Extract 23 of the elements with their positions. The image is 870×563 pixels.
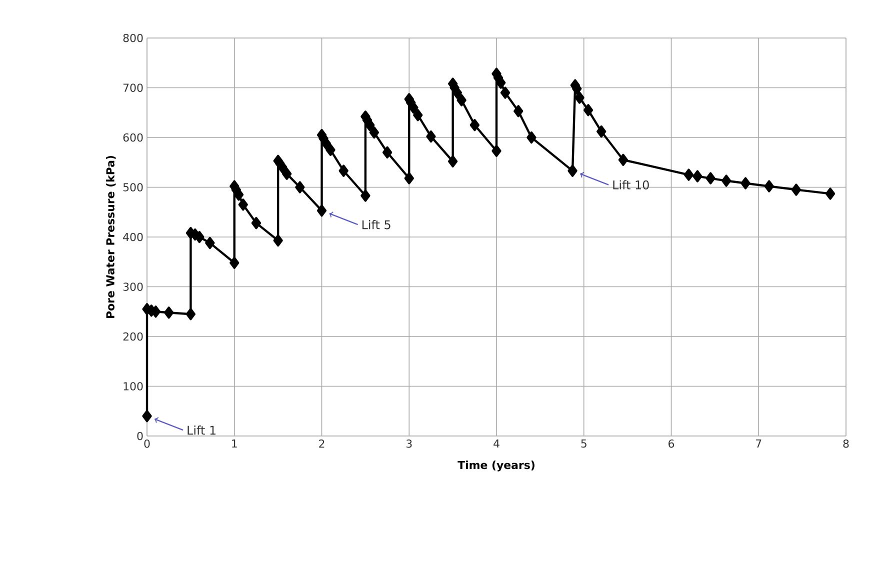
y-tick-label: 200 [123, 332, 143, 341]
x-tick-label: 5 [581, 440, 586, 448]
y-tick-label: 400 [123, 232, 143, 242]
y-tick-label: 300 [123, 282, 143, 291]
y-tick-label: 700 [123, 84, 143, 92]
y-tick-label: 500 [123, 183, 143, 192]
y-tick-label: 800 [123, 34, 143, 42]
x-tick-label: 3 [406, 440, 412, 448]
x-tick-label: 6 [668, 440, 674, 448]
x-tick-label: 8 [843, 440, 849, 448]
x-axis-title: Time (years) [458, 460, 534, 472]
y-tick-label: 0 [137, 432, 143, 440]
annotation: Lift 5 [362, 220, 390, 230]
x-tick-label: 0 [144, 440, 150, 448]
y-axis-title: Pore Water Pressure (kPa) [106, 156, 116, 318]
x-tick-label: 7 [756, 440, 762, 448]
x-tick-label: 2 [319, 440, 324, 448]
annotation: Lift 1 [188, 426, 216, 435]
x-tick-label: 4 [494, 440, 500, 448]
y-tick-label: 100 [124, 382, 143, 390]
x-tick-label: 1 [232, 440, 237, 448]
annotation: Lift 10 [613, 180, 649, 190]
y-tick-label: 600 [123, 133, 143, 142]
